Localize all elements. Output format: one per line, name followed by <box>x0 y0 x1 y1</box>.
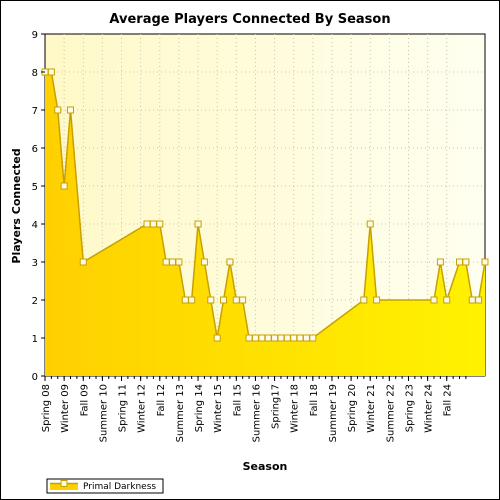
data-point-2 <box>54 106 62 114</box>
data-point-12 <box>181 296 189 304</box>
data-point-40 <box>462 258 470 266</box>
x-tick-label-4: Spring 11 <box>118 384 129 432</box>
y-tick-label-7: 7 <box>32 106 38 117</box>
data-point-27 <box>277 334 285 342</box>
data-point-3 <box>60 182 68 190</box>
y-axis: 0 1 2 3 4 5 6 7 8 9 <box>32 30 45 383</box>
data-point-32 <box>309 334 317 342</box>
data-point-24 <box>258 334 266 342</box>
data-point-25 <box>264 334 272 342</box>
data-point-26 <box>271 334 279 342</box>
y-tick-label-4: 4 <box>32 220 38 231</box>
data-point-13 <box>188 296 196 304</box>
x-tick-label-16: Spring 20 <box>347 384 358 432</box>
y-tick-label-2: 2 <box>32 296 38 307</box>
data-point-29 <box>290 334 298 342</box>
x-tick-label-7: Summer 13 <box>175 384 186 442</box>
data-point-1 <box>47 68 55 76</box>
x-axis: Spring 08 Winter 09 Fall 09 Summer 10 Spring… <box>41 376 467 442</box>
x-tick-label-12: Spring17 <box>271 384 282 429</box>
data-point-19 <box>226 258 234 266</box>
data-point-16 <box>207 296 215 304</box>
x-tick-label-5: Winter 12 <box>137 384 148 433</box>
data-point-35 <box>373 296 381 304</box>
x-tick-label-11: Summer 16 <box>251 384 262 442</box>
data-point-8 <box>156 220 164 228</box>
data-point-42 <box>475 296 483 304</box>
data-point-39 <box>455 258 463 266</box>
data-point-22 <box>245 334 253 342</box>
data-point-9 <box>162 258 170 266</box>
y-tick-label-3: 3 <box>32 258 38 269</box>
x-tick-label-13: Winter 18 <box>290 384 301 433</box>
x-tick-label-15: Summer 19 <box>328 384 339 442</box>
x-tick-label-10: Fall 15 <box>232 384 243 416</box>
data-point-18 <box>220 296 228 304</box>
x-tick-label-21: Fall 24 <box>443 384 454 416</box>
data-point-37 <box>436 258 444 266</box>
x-tick-label-6: Fall 12 <box>156 384 167 416</box>
x-tick-label-14: Fall 18 <box>309 384 320 416</box>
data-point-5 <box>79 258 87 266</box>
x-tick-label-9: Winter 15 <box>213 384 224 433</box>
y-tick-label-9: 9 <box>32 30 38 41</box>
data-point-34 <box>366 220 374 228</box>
x-tick-label-1: Winter 09 <box>60 384 71 433</box>
data-point-33 <box>360 296 368 304</box>
data-point-11 <box>175 258 183 266</box>
x-axis-title: Season <box>243 460 288 473</box>
y-axis-title: Players Connected <box>10 148 23 263</box>
data-point-15 <box>200 258 208 266</box>
data-point-21 <box>239 296 247 304</box>
data-point-4 <box>67 106 75 114</box>
data-point-6 <box>143 220 151 228</box>
data-point-41 <box>468 296 476 304</box>
x-tick-label-20: Winter 24 <box>424 384 435 433</box>
x-tick-label-17: Winter 21 <box>366 384 377 433</box>
data-point-17 <box>213 334 221 342</box>
y-tick-label-0: 0 <box>32 372 38 383</box>
legend-marker <box>60 480 68 487</box>
x-tick-label-2: Fall 09 <box>79 384 90 416</box>
x-tick-label-3: Summer 10 <box>98 384 109 442</box>
data-point-30 <box>296 334 304 342</box>
data-point-31 <box>302 334 310 342</box>
legend-label: Primal Darkness <box>83 482 156 492</box>
data-point-36 <box>430 296 438 304</box>
x-tick-label-8: Spring 14 <box>194 384 205 432</box>
legend: Primal Darkness <box>46 478 164 494</box>
y-tick-label-1: 1 <box>32 334 38 345</box>
data-point-10 <box>169 258 177 266</box>
y-tick-label-5: 5 <box>32 182 38 193</box>
data-point-14 <box>194 220 202 228</box>
data-point-38 <box>443 296 451 304</box>
y-tick-label-6: 6 <box>32 144 38 155</box>
x-tick-label-18: Summer 22 <box>385 384 396 442</box>
data-point-43 <box>481 258 489 266</box>
chart-title: Average Players Connected By Season <box>109 12 390 27</box>
data-point-20 <box>232 296 240 304</box>
x-tick-label-0: Spring 08 <box>41 384 52 432</box>
data-point-7 <box>149 220 157 228</box>
data-point-28 <box>283 334 291 342</box>
data-point-23 <box>251 334 259 342</box>
y-tick-label-8: 8 <box>32 68 38 79</box>
x-tick-label-19: Spring 23 <box>404 384 415 432</box>
